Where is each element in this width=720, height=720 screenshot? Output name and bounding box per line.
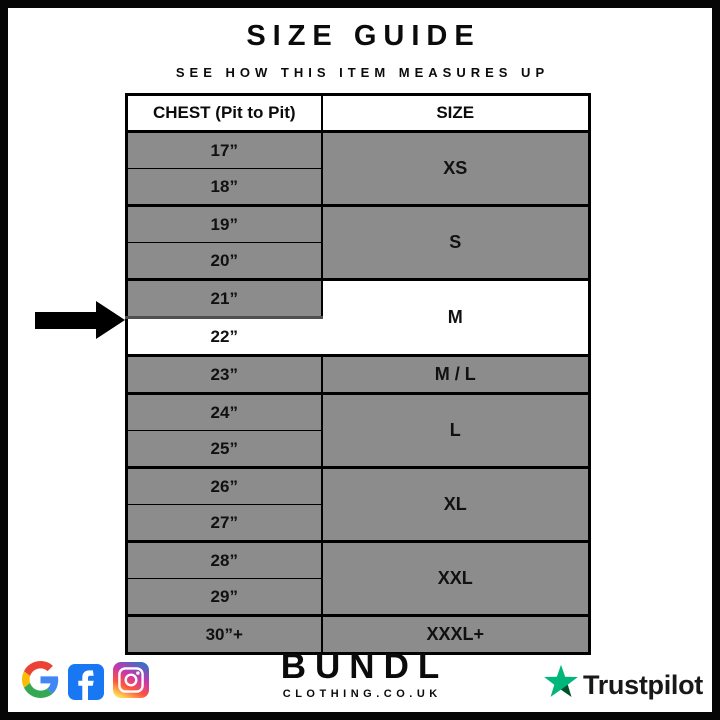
size-table-row: 26” XL — [126, 466, 590, 542]
chest-cell-20: 20” — [126, 242, 323, 280]
size-table-row: 20” — [126, 242, 590, 280]
social-logos — [22, 661, 149, 703]
chest-cell-29: 29” — [126, 578, 323, 616]
size-cell-xxxl+: XXXL+ — [320, 614, 590, 654]
brand-domain: CLOTHING.CO.UK — [282, 688, 442, 700]
chest-cell-25: 25” — [126, 430, 323, 468]
size-cell-ml: M / L — [320, 354, 590, 394]
arrow-head — [96, 301, 125, 339]
chest-cell-21: 21” — [126, 278, 323, 318]
size-table: CHEST (Pit to Pit) SIZE 17” XS 18” 19” S 20” 2… — [125, 93, 591, 655]
size-cell-xxl: XXL — [320, 540, 590, 616]
chest-cell-27: 27” — [126, 504, 323, 542]
chest-cell-28: 28” — [126, 540, 323, 579]
arrow-shaft — [35, 312, 97, 329]
brand-logo: BUNDL CLOTHING.CO.UK — [8, 649, 712, 700]
size-table-row: 27” — [126, 504, 590, 542]
chest-cell-19: 19” — [126, 204, 323, 243]
size-table-header-row: CHEST (Pit to Pit) SIZE — [125, 93, 591, 133]
brand-name: BUNDL — [280, 647, 449, 686]
chest-cell-24: 24” — [126, 392, 323, 431]
size-table-row: 21” M — [126, 278, 590, 356]
size-cell-s: S — [320, 204, 590, 280]
size-cell-xl: XL — [320, 466, 590, 542]
facebook-logo-icon — [68, 664, 104, 700]
page-subtitle: SEE HOW THIS ITEM MEASURES UP — [175, 65, 550, 80]
page-title: SIZE GUIDE — [246, 20, 481, 52]
size-table-row: 17” XS — [126, 130, 590, 206]
size-table-row: 29” — [126, 578, 590, 616]
trustpilot-star-icon — [542, 664, 580, 706]
instagram-logo-icon — [113, 661, 149, 703]
size-cell-l: L — [320, 392, 590, 468]
highlight-arrow-icon — [35, 301, 125, 340]
size-table-row: 22” — [126, 316, 590, 356]
page-header: SIZE GUIDE SEE HOW THIS ITEM MEASURES UP — [8, 8, 712, 80]
size-table-row: 30”+ XXXL+ — [126, 614, 590, 654]
chest-cell-30+: 30”+ — [126, 614, 323, 654]
size-table-row: 23” M / L — [126, 354, 590, 394]
col-header-size: SIZE — [320, 93, 591, 133]
size-table-row: 19” S — [126, 204, 590, 280]
chest-cell-18: 18” — [126, 168, 323, 206]
trustpilot-logo: Trustpilot — [542, 664, 703, 706]
chest-cell-22: 22” — [126, 316, 322, 356]
size-cell-m: M — [321, 278, 590, 356]
trustpilot-wordmark: Trustpilot — [583, 669, 703, 700]
size-table-row: 24” L — [126, 392, 590, 468]
size-cell-xs: XS — [320, 130, 590, 206]
chest-cell-17: 17” — [126, 130, 323, 169]
size-table-row: 28” XXL — [126, 540, 590, 616]
chest-cell-23: 23” — [126, 354, 323, 394]
chest-cell-26: 26” — [126, 466, 323, 505]
google-logo-icon — [22, 661, 59, 703]
col-header-chest: CHEST (Pit to Pit) — [125, 93, 323, 133]
size-table-row: 18” — [126, 168, 590, 206]
